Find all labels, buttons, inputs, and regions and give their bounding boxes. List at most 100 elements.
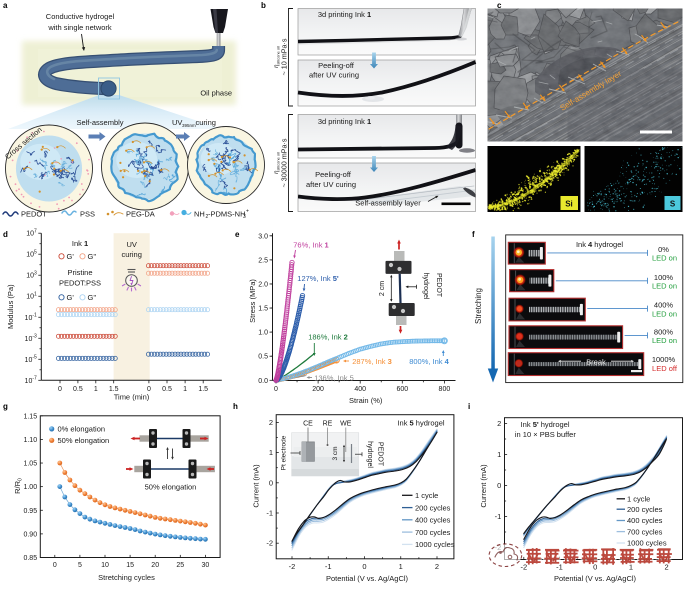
- svg-text:after UV curing: after UV curing: [309, 71, 359, 80]
- svg-text:800%: 800%: [654, 327, 674, 336]
- svg-text:1.15: 1.15: [23, 413, 37, 420]
- svg-text:0.5: 0.5: [258, 354, 268, 361]
- svg-text:10: 10: [101, 562, 109, 569]
- svg-text:CE: CE: [303, 420, 313, 427]
- svg-text:186%, Ink 2: 186%, Ink 2: [308, 333, 348, 342]
- svg-text:1: 1: [399, 562, 403, 571]
- svg-text:LED on: LED on: [652, 309, 677, 318]
- svg-text:b: b: [261, 1, 266, 10]
- svg-text:700 cycles: 700 cycles: [415, 528, 451, 537]
- svg-text:Pristine: Pristine: [67, 268, 92, 277]
- svg-text:Ink 5 hydrogel: Ink 5 hydrogel: [397, 419, 444, 428]
- svg-text:-2: -2: [266, 539, 273, 548]
- svg-text:hydrogel: hydrogel: [366, 441, 373, 468]
- svg-text:-1: -1: [266, 509, 273, 518]
- svg-text:1000%: 1000%: [652, 355, 676, 364]
- svg-text:g: g: [3, 402, 8, 411]
- svg-text:RE: RE: [323, 420, 333, 427]
- svg-text:1 cycle: 1 cycle: [415, 491, 438, 500]
- svg-text:1.5: 1.5: [198, 386, 208, 393]
- svg-text:~ 30000 mPa·s: ~ 30000 mPa·s: [280, 138, 289, 187]
- svg-text:PEDOT: PEDOT: [21, 210, 47, 219]
- svg-text:Current (mA): Current (mA): [252, 464, 261, 508]
- svg-text:600: 600: [396, 386, 408, 393]
- svg-text:Potential (V vs. Ag/AgCl): Potential (V vs. Ag/AgCl): [326, 574, 409, 583]
- svg-text:50% elongation: 50% elongation: [58, 436, 110, 445]
- svg-text:Self-assembly layer: Self-assembly layer: [355, 199, 421, 208]
- svg-text:d: d: [3, 230, 8, 239]
- svg-text:Stretching cycles: Stretching cycles: [98, 573, 155, 582]
- svg-text:2.0: 2.0: [258, 281, 268, 288]
- svg-text:a: a: [3, 1, 8, 10]
- svg-text:Stress (MPa): Stress (MPa): [248, 279, 257, 323]
- svg-text:LED on: LED on: [652, 282, 677, 291]
- svg-text:PEDOT:PSS: PEDOT:PSS: [59, 279, 101, 288]
- svg-text:136%, Ink 5: 136%, Ink 5: [314, 374, 354, 383]
- svg-text:0% elongation: 0% elongation: [58, 425, 106, 434]
- svg-text:G': G': [67, 293, 75, 302]
- svg-text:Strain (%): Strain (%): [349, 396, 383, 405]
- svg-text:800: 800: [439, 386, 451, 393]
- svg-text:f: f: [472, 230, 475, 239]
- svg-text:-1: -1: [325, 562, 332, 571]
- svg-text:-2: -2: [289, 562, 296, 571]
- svg-text:1 cycle: 1 cycle: [627, 495, 650, 504]
- svg-text:NH: NH: [194, 210, 205, 219]
- svg-text:i: i: [468, 402, 470, 411]
- svg-text:LED on: LED on: [652, 254, 677, 263]
- svg-text:Si: Si: [565, 200, 573, 209]
- svg-text:0.90: 0.90: [23, 531, 37, 538]
- svg-text:2: 2: [269, 418, 273, 427]
- svg-text:400 cycles: 400 cycles: [627, 516, 663, 525]
- svg-text:2.5: 2.5: [258, 257, 268, 264]
- svg-text:+: +: [246, 209, 249, 215]
- svg-text:0.0: 0.0: [258, 378, 268, 385]
- svg-text:0: 0: [58, 386, 62, 393]
- svg-text:5: 5: [78, 562, 82, 569]
- svg-text:0.95: 0.95: [23, 508, 37, 515]
- svg-text:1: 1: [183, 386, 187, 393]
- svg-text:h: h: [233, 402, 238, 411]
- svg-text:0%: 0%: [658, 245, 669, 254]
- svg-text:0: 0: [497, 481, 501, 490]
- svg-text:0: 0: [362, 562, 366, 571]
- svg-text:hydrogel: hydrogel: [422, 273, 429, 300]
- svg-text:Ink 1: Ink 1: [72, 239, 88, 248]
- svg-text:100%: 100%: [654, 273, 674, 282]
- svg-text:3d printing Ink 1: 3d printing Ink 1: [318, 117, 371, 126]
- svg-text:0: 0: [53, 562, 57, 569]
- svg-text:curing: curing: [196, 118, 216, 127]
- svg-text:-2: -2: [520, 563, 527, 572]
- svg-text:400%: 400%: [654, 301, 674, 310]
- svg-text:200 cycles: 200 cycles: [415, 503, 451, 512]
- svg-text:Time (min): Time (min): [114, 393, 150, 402]
- svg-text:PEDOT: PEDOT: [435, 273, 442, 298]
- svg-text:25: 25: [176, 562, 184, 569]
- svg-text:Peeling-off: Peeling-off: [318, 61, 355, 70]
- svg-text:Ink 5' hydrogel: Ink 5' hydrogel: [521, 420, 570, 429]
- svg-text:1.00: 1.00: [23, 484, 37, 491]
- svg-text:0: 0: [274, 386, 278, 393]
- svg-text:400 cycles: 400 cycles: [415, 516, 451, 525]
- svg-text:Current (mA): Current (mA): [479, 464, 488, 508]
- svg-text:15: 15: [126, 562, 134, 569]
- svg-text:Oil phase: Oil phase: [200, 89, 232, 98]
- svg-text:20: 20: [151, 562, 159, 569]
- svg-text:3d printing Ink 1: 3d printing Ink 1: [318, 10, 371, 19]
- svg-text:~ 10 mPa·s: ~ 10 mPa·s: [280, 38, 289, 75]
- svg-text:76%, Ink 1: 76%, Ink 1: [293, 241, 328, 250]
- svg-text:in 10 × PBS buffer: in 10 × PBS buffer: [515, 430, 576, 439]
- svg-text:1: 1: [269, 448, 273, 457]
- svg-text:Ink 4 hydrogel: Ink 4 hydrogel: [576, 240, 623, 249]
- svg-text:700 cycles: 700 cycles: [627, 527, 663, 536]
- svg-text:200 cycles: 200 cycles: [627, 505, 663, 514]
- svg-text:1000 cycles: 1000 cycles: [627, 539, 667, 548]
- svg-text:Pt electrode: Pt electrode: [280, 435, 287, 470]
- svg-text:0: 0: [269, 478, 273, 487]
- svg-text:Stretching: Stretching: [474, 288, 483, 324]
- svg-text:Modulus (Pa): Modulus (Pa): [6, 284, 15, 329]
- svg-text:800%, Ink 4: 800%, Ink 4: [409, 357, 449, 366]
- svg-text:1: 1: [497, 450, 501, 459]
- svg-text:PSS: PSS: [80, 210, 95, 219]
- svg-text:UV: UV: [172, 118, 182, 127]
